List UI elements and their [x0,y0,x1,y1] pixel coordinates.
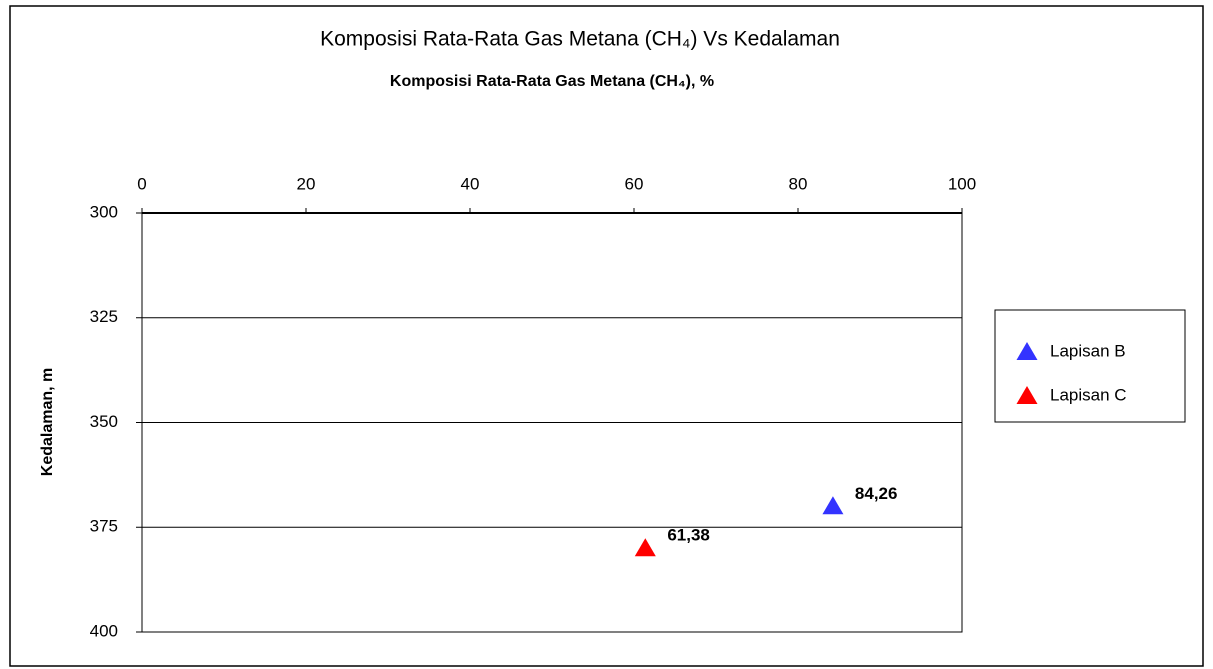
legend-label: Lapisan C [1050,385,1127,404]
x-tick-label: 60 [625,174,644,193]
legend-box [994,309,1186,423]
chart-title: Komposisi Rata-Rata Gas Metana (CH₄) Vs … [320,28,840,51]
x-tick-label: 100 [948,174,976,193]
legend-label: Lapisan B [1050,341,1126,360]
legend-marker [1016,386,1038,404]
y-tick-label: 300 [90,202,118,221]
y-tick-label: 375 [90,517,118,536]
y-tick-label: 350 [90,412,118,431]
data-label: 84,26 [855,484,898,503]
y-axis-label: Kedalaman, m [39,368,56,476]
point [822,496,844,515]
legend-marker [1016,342,1038,360]
x-tick-label: 20 [297,174,316,193]
x-tick-label: 40 [461,174,480,193]
y-tick-label: 400 [90,621,118,640]
x-tick-label: 80 [789,174,808,193]
point [634,538,656,557]
x-tick-label: 0 [137,174,146,193]
x-axis-label: Komposisi Rata-Rata Gas Metana (CH₄), % [390,73,714,90]
y-tick-label: 325 [90,307,118,326]
data-label: 61,38 [667,526,710,545]
